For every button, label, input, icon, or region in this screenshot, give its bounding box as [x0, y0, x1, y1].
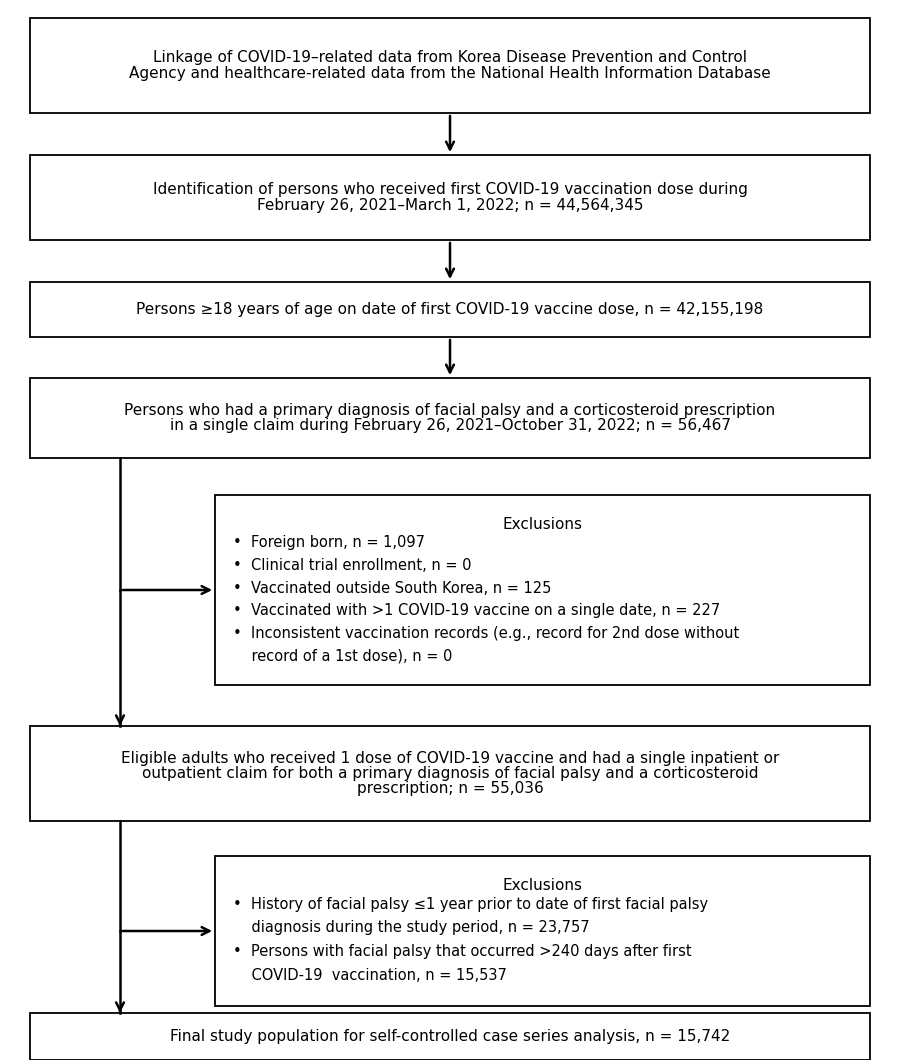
Text: •  Foreign born, n = 1,097: • Foreign born, n = 1,097 — [233, 535, 425, 550]
Text: •  Inconsistent vaccination records (e.g., record for 2nd dose without: • Inconsistent vaccination records (e.g.… — [233, 625, 739, 641]
Text: COVID-19  vaccination, n = 15,537: COVID-19 vaccination, n = 15,537 — [233, 968, 507, 983]
Text: Agency and healthcare-related data from the National Health Information Database: Agency and healthcare-related data from … — [129, 66, 771, 81]
Bar — [215, 495, 870, 685]
Text: Linkage of COVID-19–related data from Korea Disease Prevention and Control: Linkage of COVID-19–related data from Ko… — [153, 50, 747, 66]
Text: diagnosis during the study period, n = 23,757: diagnosis during the study period, n = 2… — [233, 920, 590, 935]
Text: •  Vaccinated with >1 COVID-19 vaccine on a single date, n = 227: • Vaccinated with >1 COVID-19 vaccine on… — [233, 603, 720, 618]
Text: •  Vaccinated outside South Korea, n = 125: • Vaccinated outside South Korea, n = 12… — [233, 581, 552, 596]
Text: outpatient claim for both a primary diagnosis of facial palsy and a corticostero: outpatient claim for both a primary diag… — [142, 766, 758, 781]
Text: February 26, 2021–March 1, 2022; n = 44,564,345: February 26, 2021–March 1, 2022; n = 44,… — [256, 198, 644, 213]
Text: Persons who had a primary diagnosis of facial palsy and a corticosteroid prescri: Persons who had a primary diagnosis of f… — [124, 403, 776, 418]
Text: in a single claim during February 26, 2021–October 31, 2022; n = 56,467: in a single claim during February 26, 20… — [169, 419, 731, 434]
Bar — [30, 378, 870, 458]
Text: •  Persons with facial palsy that occurred >240 days after first: • Persons with facial palsy that occurre… — [233, 944, 691, 959]
Bar — [30, 282, 870, 337]
Text: record of a 1st dose), n = 0: record of a 1st dose), n = 0 — [233, 649, 453, 664]
Text: Identification of persons who received first COVID-19 vaccination dose during: Identification of persons who received f… — [153, 182, 747, 197]
Text: Final study population for self-controlled case series analysis, n = 15,742: Final study population for self-controll… — [170, 1029, 730, 1044]
Text: •  Clinical trial enrollment, n = 0: • Clinical trial enrollment, n = 0 — [233, 558, 472, 573]
Bar — [215, 856, 870, 1006]
Bar — [30, 1013, 870, 1060]
Text: Persons ≥18 years of age on date of first COVID-19 vaccine dose, n = 42,155,198: Persons ≥18 years of age on date of firs… — [137, 302, 763, 317]
Text: •  History of facial palsy ≤1 year prior to date of first facial palsy: • History of facial palsy ≤1 year prior … — [233, 897, 708, 912]
Bar — [30, 726, 870, 822]
Bar — [30, 18, 870, 113]
Text: Exclusions: Exclusions — [502, 517, 582, 532]
Text: prescription; n = 55,036: prescription; n = 55,036 — [356, 781, 544, 796]
Text: Exclusions: Exclusions — [502, 878, 582, 893]
Bar — [30, 155, 870, 240]
Text: Eligible adults who received 1 dose of COVID-19 vaccine and had a single inpatie: Eligible adults who received 1 dose of C… — [121, 750, 779, 765]
